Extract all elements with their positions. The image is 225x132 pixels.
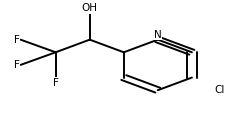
Text: F: F	[14, 60, 19, 70]
Text: F: F	[14, 35, 19, 45]
Text: N: N	[153, 30, 161, 40]
Text: Cl: Cl	[213, 85, 224, 95]
Text: OH: OH	[81, 3, 97, 13]
Text: F: F	[52, 77, 58, 88]
